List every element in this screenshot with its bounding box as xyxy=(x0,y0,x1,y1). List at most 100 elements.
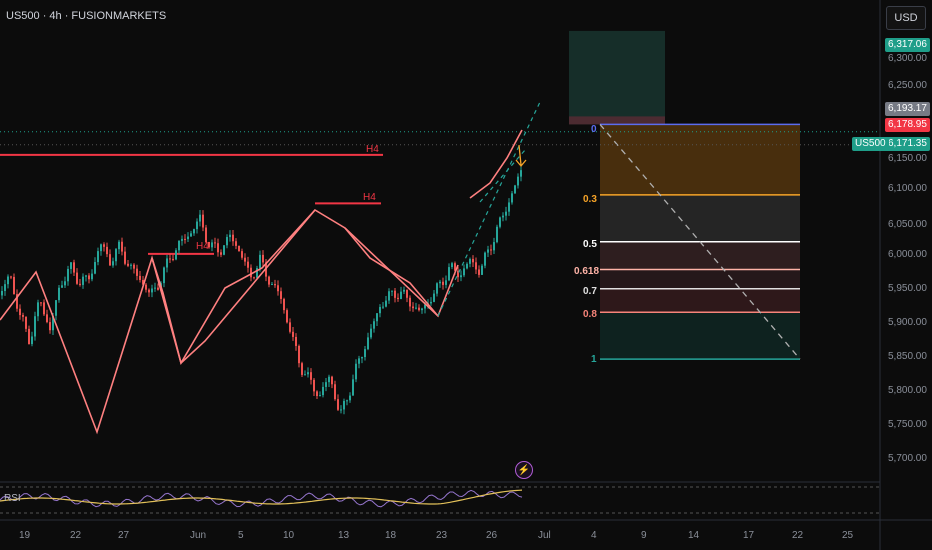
candle-body xyxy=(241,251,243,258)
candle-body xyxy=(211,242,213,248)
candle-body xyxy=(115,249,117,262)
y-tick: 5,850.00 xyxy=(888,351,927,362)
candle-body xyxy=(238,245,240,252)
candle-body xyxy=(133,264,135,269)
target-zone xyxy=(569,30,665,125)
candle-body xyxy=(433,293,435,302)
symbol-tag: US500 xyxy=(852,137,889,151)
candle-body xyxy=(439,281,441,284)
x-tick: 4 xyxy=(591,530,597,541)
candle-body xyxy=(490,249,492,251)
x-tick: 19 xyxy=(19,530,31,541)
candle-body xyxy=(181,238,183,241)
fib-label-0-5: 0.5 xyxy=(583,239,597,250)
candle-body xyxy=(283,298,285,311)
candle-body xyxy=(481,265,483,275)
candle-body xyxy=(334,384,336,400)
candle-body xyxy=(385,300,387,307)
candle-body xyxy=(499,217,501,227)
candle-body xyxy=(346,400,348,402)
candle-body xyxy=(301,363,303,375)
candle-body xyxy=(448,267,450,281)
candle-body xyxy=(376,313,378,322)
candle-body xyxy=(1,290,3,296)
candle-body xyxy=(298,345,300,364)
candle-body xyxy=(82,276,84,285)
candle-body xyxy=(400,291,402,299)
down-arrow-icon xyxy=(515,144,527,168)
candle-body xyxy=(151,288,153,293)
candle-body xyxy=(136,268,138,276)
y-tick: 6,150.00 xyxy=(888,153,927,164)
candle-body xyxy=(412,306,414,309)
candle-body xyxy=(370,328,372,338)
price-tag-high: 6,193.17 xyxy=(885,102,930,116)
candle-body xyxy=(388,291,390,301)
candle-body xyxy=(7,276,9,285)
price-tag-entry: 6,178.95 xyxy=(885,118,930,132)
candle-body xyxy=(367,337,369,350)
rsi-ma-line xyxy=(0,489,523,505)
candle-body xyxy=(94,262,96,274)
candle-body xyxy=(55,300,57,316)
candle-body xyxy=(100,244,102,252)
candle-body xyxy=(157,287,159,290)
candle-body xyxy=(373,321,375,329)
x-tick: 25 xyxy=(842,530,854,541)
candle-body xyxy=(28,328,30,345)
candle-body xyxy=(97,251,99,263)
x-tick: 22 xyxy=(792,530,804,541)
candle-body xyxy=(292,331,294,337)
chart-title: US500 · 4h · FUSIONMARKETS xyxy=(6,10,167,22)
candle-body xyxy=(304,374,306,376)
candle-body xyxy=(271,284,273,286)
candle-body xyxy=(409,297,411,307)
candle-body xyxy=(10,276,12,278)
fib-label-1: 1 xyxy=(591,354,597,365)
candle-body xyxy=(472,258,474,263)
candle-body xyxy=(193,229,195,234)
fib-band xyxy=(600,288,800,313)
candle-body xyxy=(520,170,522,177)
candle-body xyxy=(154,287,156,289)
y-tick: 5,950.00 xyxy=(888,283,927,294)
candle-body xyxy=(232,234,234,242)
entry-zone xyxy=(569,116,665,125)
candle-body xyxy=(487,249,489,253)
candle-body xyxy=(109,254,111,266)
candle-body xyxy=(475,262,477,270)
candle-body xyxy=(328,376,330,383)
candle-body xyxy=(343,400,345,410)
candle-body xyxy=(349,395,351,401)
candle-body xyxy=(253,277,255,279)
candle-body xyxy=(103,244,105,247)
y-tick: 6,300.00 xyxy=(888,53,927,64)
candle-body xyxy=(46,314,48,323)
candle-body xyxy=(178,240,180,251)
candle-body xyxy=(358,358,360,364)
candle-body xyxy=(148,289,150,293)
lightning-icon[interactable]: ⚡ xyxy=(515,461,533,479)
trend-channel-line xyxy=(479,149,526,203)
candle-body xyxy=(466,263,468,269)
candle-body xyxy=(361,357,363,359)
candle-body xyxy=(316,391,318,396)
candle-body xyxy=(79,283,81,285)
rsi-line xyxy=(0,489,523,508)
candle-body xyxy=(19,308,21,316)
candle-body xyxy=(352,379,354,396)
candle-body xyxy=(289,322,291,332)
candle-body xyxy=(22,315,24,317)
candle-body xyxy=(124,251,126,264)
y-tick: 6,050.00 xyxy=(888,219,927,230)
candle-body xyxy=(106,246,108,255)
candle-body xyxy=(274,284,276,286)
x-tick: 22 xyxy=(70,530,82,541)
pattern-zigzag xyxy=(0,208,459,435)
currency-button[interactable]: USD xyxy=(886,6,926,30)
candle-body xyxy=(514,185,516,194)
candle-body xyxy=(325,382,327,387)
candle-body xyxy=(31,336,33,345)
candle-body xyxy=(76,272,78,284)
